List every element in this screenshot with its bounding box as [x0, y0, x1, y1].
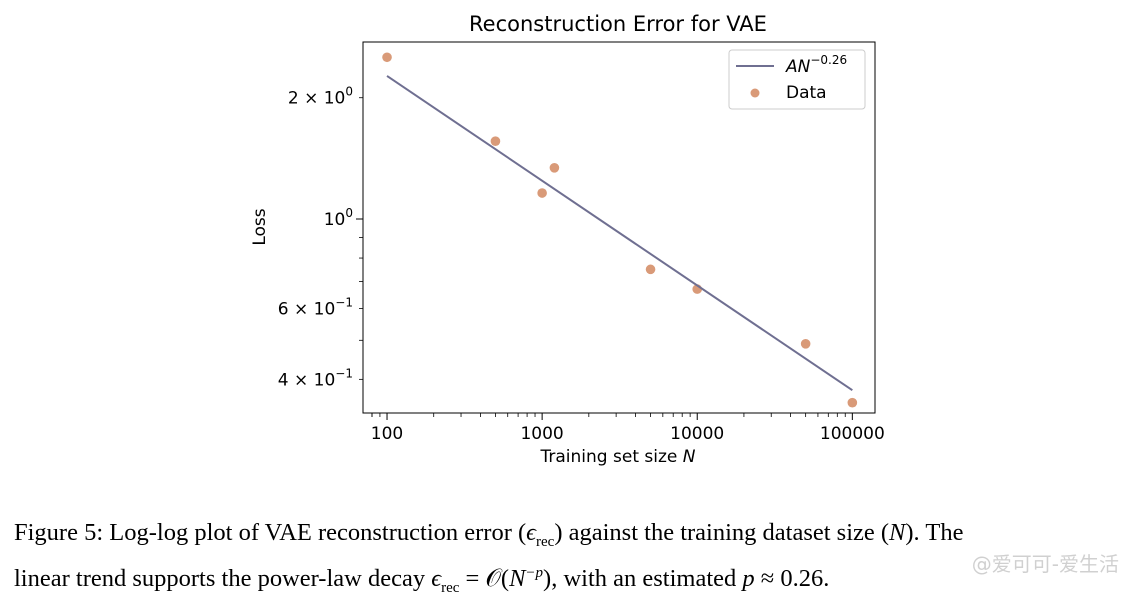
data-point	[800, 339, 811, 349]
data-point	[645, 264, 656, 275]
legend: AN−0.26 Data	[728, 49, 866, 110]
legend-data-swatch	[750, 88, 760, 98]
caption-math: ϵ	[526, 519, 537, 546]
watermark: @爱可可-爱生活	[971, 552, 1119, 576]
y-tick-label: 100	[324, 206, 353, 230]
data-point	[847, 397, 858, 408]
caption-line-1: Figure 5: Log-log plot of VAE reconstruc…	[14, 517, 1124, 558]
y-tick-label: 6 × 10−1	[278, 295, 353, 319]
caption-text: ≈ 0.26.	[754, 565, 830, 593]
plot-frame	[362, 41, 876, 414]
series-layer	[382, 52, 858, 408]
caption-text: ), with an estimated	[543, 565, 743, 593]
caption-line-2: linear trend supports the power-law deca…	[14, 558, 1124, 604]
data-point	[549, 162, 560, 173]
caption-math-sup: −p	[525, 565, 543, 581]
data-point	[382, 52, 392, 63]
caption-math: p	[742, 565, 755, 593]
x-tick-label: 1000	[520, 424, 563, 444]
y-tick-label: 4 × 10−1	[278, 366, 353, 390]
chart-title: Reconstruction Error for VAE	[469, 12, 767, 36]
legend-fit-var: AN	[785, 57, 811, 77]
data-point	[537, 188, 547, 198]
legend-frame	[728, 49, 866, 110]
axis-ticks	[356, 97, 853, 420]
x-tick-label: 10000	[670, 424, 724, 444]
x-axis-label: Training set size N	[540, 447, 696, 467]
chart: Reconstruction Error for VAE 100 1000 1000…	[250, 12, 885, 467]
caption-math: −p	[525, 564, 544, 581]
caption-math: ϵ	[431, 565, 442, 593]
caption-math: N	[509, 565, 526, 593]
legend-fit-label: AN−0.26	[785, 53, 847, 77]
caption-text: ) against the training dataset size (	[554, 519, 890, 546]
caption-text: linear trend supports the power-law deca…	[14, 565, 432, 593]
figure-caption: Figure 5: Log-log plot of VAE reconstruc…	[14, 517, 1124, 604]
caption-text: = 𝒪(	[459, 565, 510, 593]
caption-math-sub: rec	[536, 533, 555, 550]
x-tick-label: 100	[371, 424, 403, 444]
fit-line	[386, 75, 853, 392]
caption-text: ). The	[905, 519, 964, 546]
caption-math-sub: rec	[441, 579, 460, 596]
y-axis-label: Loss	[250, 208, 270, 245]
y-tick-labels: 2 × 100 100 6 × 10−1 4 × 10−1	[278, 85, 353, 391]
y-tick-label: 2 × 100	[288, 85, 353, 109]
legend-data-label: Data	[786, 83, 827, 103]
x-axis-label-var: N	[683, 447, 696, 467]
x-axis-label-text: Training set size	[540, 447, 683, 467]
data-point	[490, 136, 501, 146]
caption-math: N	[889, 519, 906, 546]
x-tick-label: 100000	[820, 424, 885, 444]
legend-fit-exp: −0.26	[810, 53, 847, 67]
x-tick-labels: 100 1000 10000 100000	[371, 424, 885, 444]
caption-text: Figure 5: Log-log plot of VAE reconstruc…	[14, 519, 527, 546]
